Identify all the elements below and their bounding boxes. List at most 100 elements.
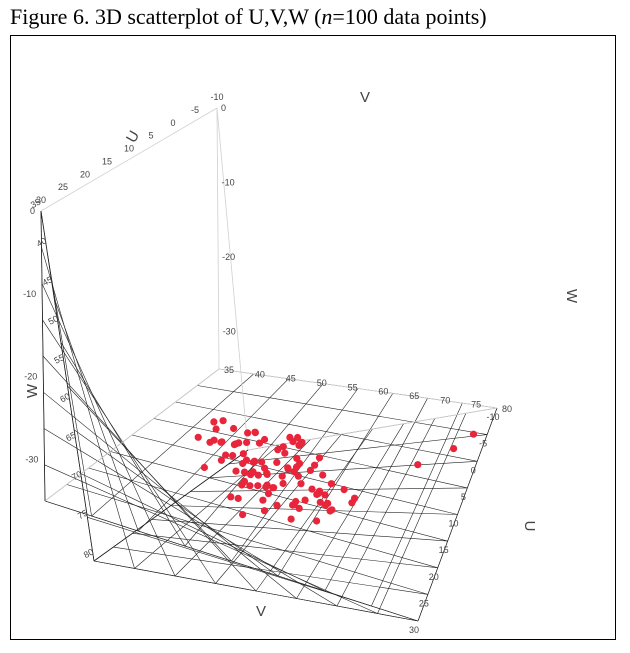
data-point [274, 446, 282, 454]
u-tick-label-bottom: 50 [317, 378, 327, 388]
data-points [194, 417, 478, 525]
v-tick-label-bottom: 10 [448, 519, 458, 529]
data-point [254, 482, 262, 490]
tick-labels: 302520151050-5-10354045505560657075800-1… [23, 92, 512, 635]
grid-line [371, 402, 463, 607]
data-point [319, 471, 327, 479]
data-point [340, 486, 348, 494]
data-point [311, 461, 319, 469]
u-tick-label-bottom: 45 [286, 374, 296, 384]
data-point [328, 506, 336, 514]
v-tick-label-top: 25 [58, 182, 68, 192]
data-point [306, 466, 314, 474]
data-point [314, 490, 322, 498]
data-point [298, 438, 306, 446]
w-axis-label-right: W [563, 289, 580, 304]
data-point [239, 511, 247, 519]
data-point [210, 418, 218, 426]
v-tick-label-bottom: 20 [429, 572, 439, 582]
grid-line [255, 428, 373, 592]
grid-line [42, 355, 257, 592]
frame-edge [44, 368, 220, 502]
data-point [292, 497, 300, 506]
figure-title-suffix: =100 data points) [332, 4, 487, 29]
frame-edge [218, 368, 498, 409]
frame-edge [40, 107, 218, 212]
v-tick-label-top: 30 [36, 195, 46, 205]
data-point [261, 435, 269, 444]
data-point [230, 424, 238, 433]
w-axis-label-left: W [24, 383, 41, 398]
u-tick-label-bottom: 35 [224, 365, 234, 375]
u-tick-label-bottom: 40 [255, 369, 265, 379]
figure-title-n: n [321, 4, 333, 29]
data-point [222, 451, 230, 459]
data-point [242, 456, 251, 464]
data-point [321, 501, 330, 509]
v-tick-label-top: 5 [148, 131, 153, 141]
data-point [258, 458, 266, 466]
data-point [279, 479, 287, 488]
w-tick-label-right: -30 [223, 327, 236, 337]
u-tick-label-top: 35 [29, 197, 43, 211]
frame-edge [247, 407, 498, 451]
data-point [273, 458, 281, 466]
grid-line [153, 418, 468, 489]
grid-line [43, 428, 338, 607]
grid-line [197, 385, 488, 435]
data-point [281, 449, 289, 457]
data-point [246, 482, 254, 490]
v-tick-label-top: 0 [170, 118, 175, 128]
u-tick-label-top: 75 [76, 508, 90, 522]
w-tick-label-right: 0 [221, 103, 226, 113]
data-point [251, 429, 259, 437]
u-tick-label-top: 45 [41, 274, 55, 288]
v-tick-label-top: -5 [191, 105, 199, 115]
data-point [294, 472, 302, 480]
v-axis-label-bottom: V [256, 603, 266, 620]
data-point [260, 507, 269, 515]
v-tick-label-bottom: -5 [479, 439, 487, 449]
u-tick-label-top: 60 [58, 391, 72, 405]
data-point [212, 425, 220, 433]
data-point [294, 433, 302, 442]
v-tick-label-bottom: -10 [486, 412, 499, 422]
data-point [255, 439, 264, 447]
data-point [264, 490, 273, 498]
frame-edge [40, 210, 95, 562]
data-point [313, 517, 321, 525]
w-tick-label-right: -20 [222, 252, 235, 262]
u-tick-label-bottom: 60 [378, 387, 388, 397]
w-tick-label-left: 0 [30, 206, 35, 216]
u-tick-label-top: 40 [35, 235, 49, 249]
grid-line [44, 500, 419, 622]
data-point [287, 515, 295, 523]
data-point [297, 480, 305, 488]
data-point [348, 499, 356, 507]
data-point [239, 450, 247, 458]
w-tick-label-left: -30 [25, 455, 38, 465]
u-tick-label-top: 65 [64, 430, 78, 444]
grid-line [228, 434, 488, 465]
axis-grid [40, 107, 498, 622]
data-point [278, 472, 286, 480]
data-point [200, 463, 208, 472]
data-point [301, 496, 309, 504]
v-tick-label-bottom: 5 [461, 492, 466, 502]
figure-title: Figure 6. 3D scatterplot of U,V,W (n=100… [10, 4, 487, 30]
data-point [219, 417, 227, 425]
data-point [259, 496, 267, 504]
v-axis-label-top: V [360, 89, 370, 106]
grid-line [190, 487, 468, 492]
data-point [240, 477, 249, 485]
data-point [261, 464, 269, 472]
scatter3d-chart[interactable]: 302520151050-5-10354045505560657075800-1… [11, 36, 615, 639]
u-tick-label-bottom: 75 [471, 400, 481, 410]
u-tick-label-bottom: 55 [348, 382, 358, 392]
u-tick-label-bottom: 65 [409, 391, 419, 401]
v-tick-label-bottom: 0 [471, 465, 476, 475]
data-point [315, 454, 324, 462]
data-point [227, 493, 235, 501]
v-tick-label-top: 20 [80, 169, 90, 179]
